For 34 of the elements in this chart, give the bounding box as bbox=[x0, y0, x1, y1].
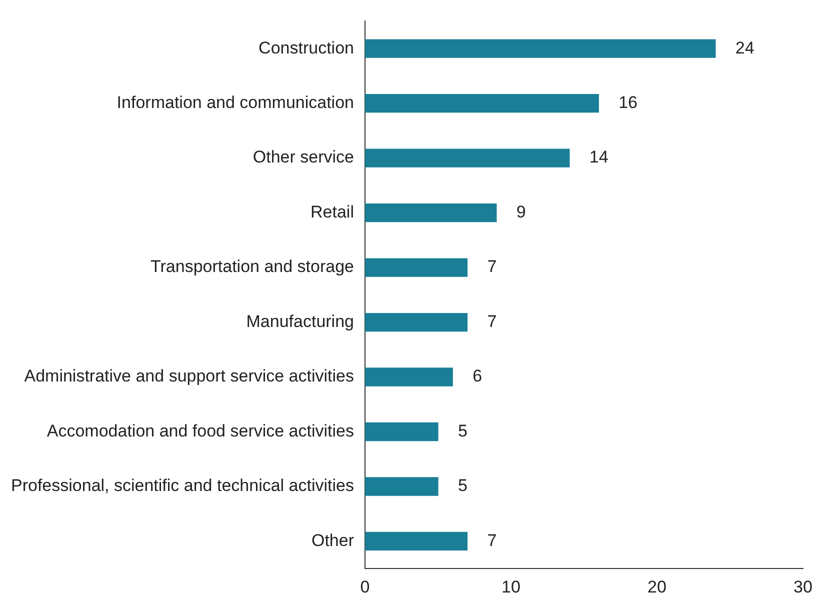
data-label: 7 bbox=[487, 312, 497, 331]
bar bbox=[364, 532, 468, 551]
data-label: 24 bbox=[735, 38, 754, 58]
bar bbox=[364, 39, 716, 58]
y-tick-label: Accomodation and food service activities bbox=[46, 421, 354, 440]
y-tick-label: Administrative and support service activities bbox=[24, 366, 354, 386]
bar bbox=[364, 422, 438, 442]
data-label: 9 bbox=[516, 202, 526, 222]
x-tick-label: 20 bbox=[648, 577, 666, 596]
y-tick-label: Transportation and storage bbox=[150, 257, 354, 276]
bar bbox=[364, 368, 453, 386]
y-tick-label: Other bbox=[311, 530, 354, 550]
bar bbox=[364, 312, 468, 332]
data-label: 7 bbox=[487, 257, 497, 276]
y-tick-label: Manufacturing bbox=[246, 312, 354, 331]
x-tick-label: 30 bbox=[794, 577, 812, 596]
data-label: 6 bbox=[472, 366, 482, 386]
bar bbox=[364, 94, 599, 113]
y-tick-label: Information and communication bbox=[116, 92, 354, 112]
y-tick-label: Construction bbox=[258, 38, 354, 58]
bar bbox=[364, 477, 438, 496]
data-label: 5 bbox=[458, 421, 468, 440]
y-tick-label: Professional, scientific and technical activities bbox=[10, 476, 354, 496]
bar bbox=[364, 148, 570, 168]
data-label: 14 bbox=[589, 148, 608, 167]
x-tick-label: 0 bbox=[360, 577, 370, 596]
x-tick-label: 10 bbox=[502, 577, 520, 596]
y-tick-label: Retail bbox=[310, 202, 354, 222]
data-label: 7 bbox=[487, 530, 497, 550]
y-tick-label: Other service bbox=[252, 148, 354, 167]
bar bbox=[364, 258, 468, 277]
data-label: 5 bbox=[458, 476, 468, 496]
bar bbox=[364, 203, 497, 222]
data-label: 16 bbox=[618, 92, 638, 112]
